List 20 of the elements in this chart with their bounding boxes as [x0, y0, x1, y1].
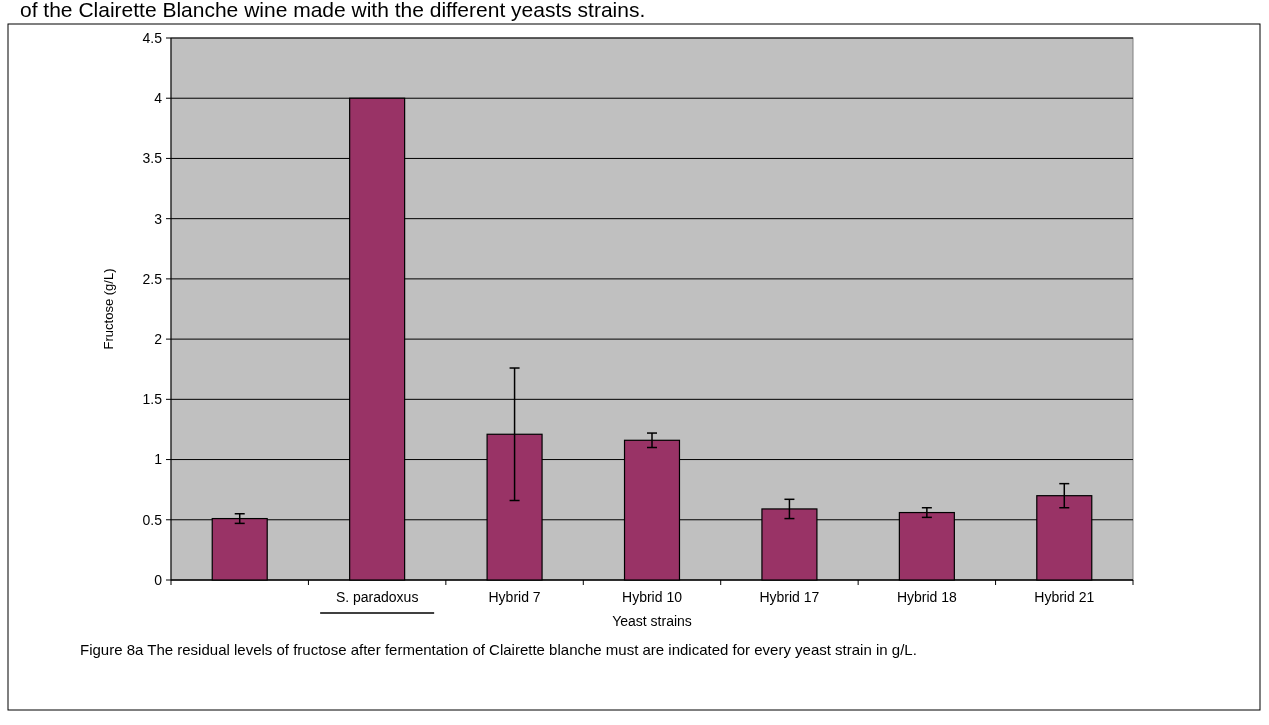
y-tick-label: 1	[154, 451, 163, 468]
x-tick-label: Hybrid 18	[896, 589, 958, 605]
x-axis-title: Yeast strains	[612, 613, 692, 629]
y-tick-label: 0.5	[142, 511, 163, 528]
y-tick-label: 2.5	[142, 270, 163, 287]
x-tick-label: Hybrid 10	[622, 589, 683, 605]
x-tick-label: Hybrid 7	[488, 589, 541, 605]
y-tick-label: 0	[154, 571, 163, 588]
y-tick-label: 1.5	[142, 391, 163, 408]
chart-title: of the Clairette Blanche wine made with the different yeasts strains.	[20, 0, 646, 21]
y-tick-label: 2	[154, 331, 163, 348]
y-tick-label: 4	[154, 90, 163, 107]
y-tick-label: 4.5	[142, 29, 163, 46]
y-axis-title: Fructose (g/L)	[101, 268, 116, 350]
x-tick-label: S. paradoxus	[335, 589, 419, 605]
x-tick-label: Hybrid 17	[759, 589, 820, 605]
caption: Figure 8a The residual levels of fructose after fermentation of Clairette blanche must are indicated for every yeast strain in g/L.	[80, 640, 918, 660]
y-tick-label: 3	[154, 210, 163, 227]
x-tick-label: Hybrid 21	[1034, 589, 1095, 605]
y-tick-label: 3.5	[142, 150, 163, 167]
